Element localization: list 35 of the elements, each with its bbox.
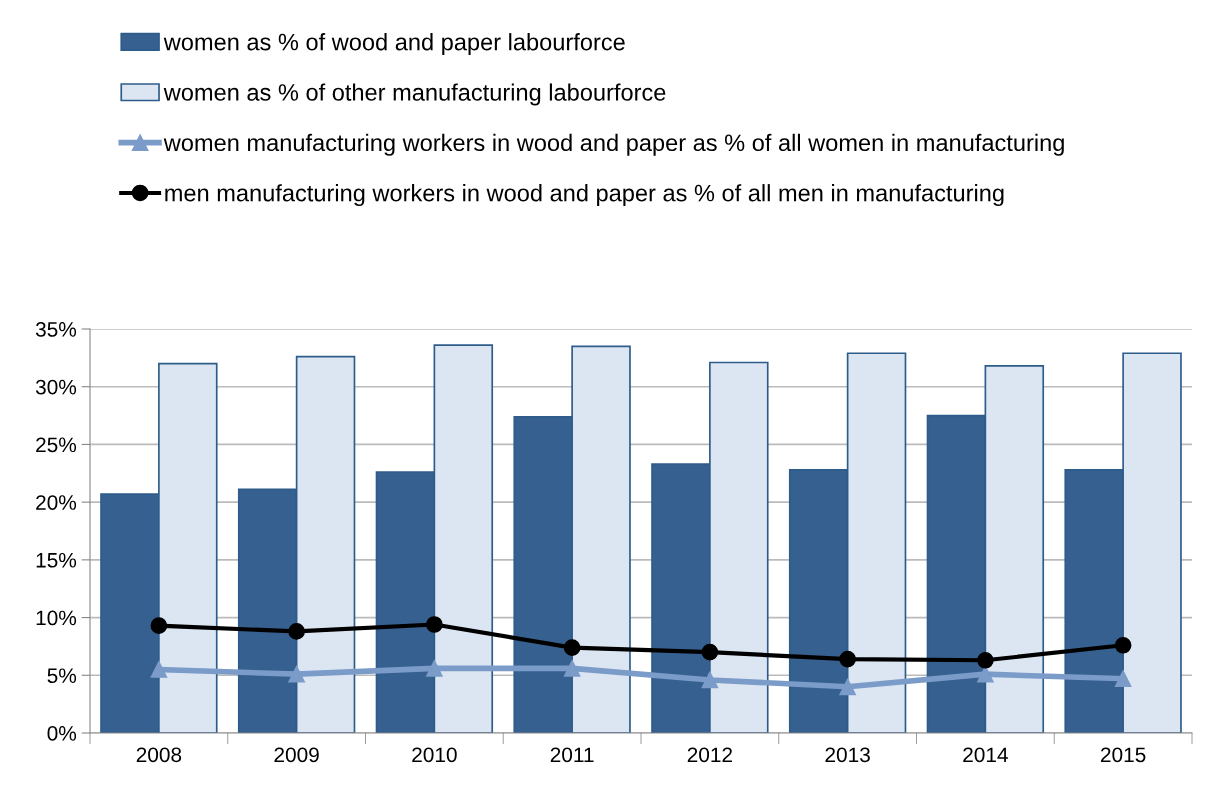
point xyxy=(1114,636,1132,654)
point xyxy=(1114,670,1132,688)
y-tick-label: 10% xyxy=(36,610,77,626)
x-tick-label: 2015 xyxy=(1101,747,1146,763)
point xyxy=(977,651,994,669)
y-tick-label: 15% xyxy=(36,552,77,568)
x-tick-label: 2008 xyxy=(136,747,182,763)
point xyxy=(839,650,856,668)
legend-label: women as % of other manufacturing labourforce xyxy=(163,83,666,106)
point xyxy=(563,639,581,656)
point xyxy=(426,660,443,677)
legend-label: women manufacturing workers in wood and paper as % of all women in manufacturing xyxy=(163,133,1064,156)
point xyxy=(426,616,443,633)
point xyxy=(701,643,719,661)
x-tick-label: 2014 xyxy=(963,747,1008,763)
y-tick-label: 0% xyxy=(47,726,77,741)
point xyxy=(563,660,581,677)
y-tick-label: 35% xyxy=(35,322,77,337)
point xyxy=(288,665,305,683)
x-tick-label: 2013 xyxy=(825,747,870,763)
y-tick-label: 5% xyxy=(47,668,77,684)
legend-label: women as % of wood and paper labourforce xyxy=(163,33,625,56)
point xyxy=(839,678,856,696)
point xyxy=(150,661,168,678)
legend-label: men manufacturing workers in wood and paper as % of all men in manufacturing xyxy=(165,184,1004,207)
y-tick-label: 20% xyxy=(36,495,77,510)
x-tick-label: 2012 xyxy=(687,747,732,763)
y-tick-label: 30% xyxy=(35,379,77,395)
x-tick-label: 2009 xyxy=(274,747,319,763)
point xyxy=(150,617,168,634)
x-tick-label: 2011 xyxy=(550,747,594,763)
y-tick-label: 25% xyxy=(36,437,77,453)
x-tick-label: 2010 xyxy=(412,747,457,763)
point xyxy=(701,671,719,689)
point xyxy=(288,623,305,640)
